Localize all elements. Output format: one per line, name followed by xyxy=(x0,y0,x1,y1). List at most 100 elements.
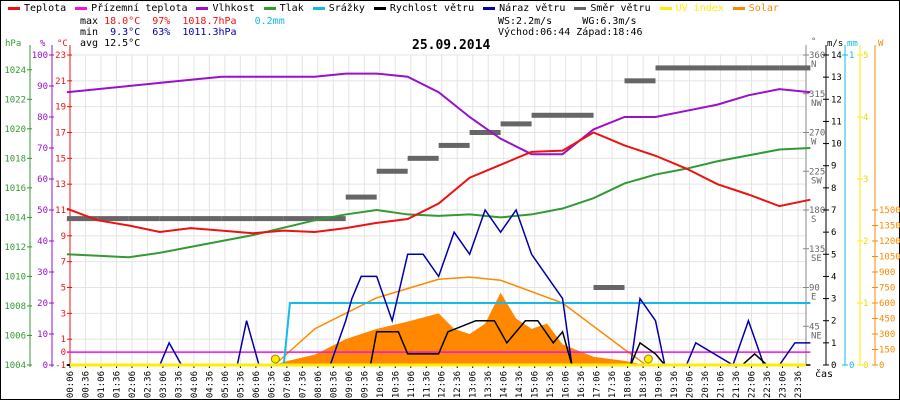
tick-label-pressure_hpa: 1020 xyxy=(4,125,26,135)
tick-label-time: 00:36 xyxy=(81,371,91,398)
unit-w: W xyxy=(878,39,884,49)
tick-label-wind: 10 xyxy=(831,140,842,150)
tick-label-temp_c: 11 xyxy=(55,206,66,216)
avg-temp: 12.5°C xyxy=(104,38,141,49)
series-direction-segment xyxy=(314,216,346,222)
tick-label-pressure_hpa: 1022 xyxy=(4,95,26,105)
tick-label-time: 16:36 xyxy=(577,371,587,398)
tick-label-compass: SW xyxy=(811,176,822,186)
legend-swatch xyxy=(312,6,325,10)
tick-label-rain: 0 xyxy=(849,361,854,371)
max-label: max xyxy=(80,16,99,27)
max-rain: 0.2mm xyxy=(254,16,285,27)
legend-item: Vlhkost xyxy=(196,3,255,14)
unit-hpa: hPa xyxy=(5,39,22,49)
min-temp: 9.3°C xyxy=(110,27,141,38)
tick-label-time: 02:36 xyxy=(143,371,153,398)
tick-label-time: 06:06 xyxy=(252,371,262,398)
tick-label-direction: 45 xyxy=(809,322,820,332)
chart-title: 25.09.2014 xyxy=(412,38,491,53)
tick-label-time: 01:36 xyxy=(112,371,122,398)
tick-label-compass: SE xyxy=(811,254,822,264)
tick-label-time: 20:36 xyxy=(701,371,711,398)
tick-label-wind: 1 xyxy=(831,339,836,349)
tick-label-solar: 300 xyxy=(879,330,895,340)
legend-label: Srážky xyxy=(328,3,365,14)
tick-label-time: 22:36 xyxy=(763,371,773,398)
tick-label-temp_c: 3 xyxy=(61,309,66,319)
tick-label-humidity_pct: 100 xyxy=(32,51,48,61)
tick-label-direction: 315 xyxy=(809,90,825,100)
tick-label-time: 05:06 xyxy=(221,371,231,398)
tick-label-humidity_pct: 20 xyxy=(37,299,48,309)
tick-label-rain: 1 xyxy=(849,51,854,61)
tick-label-time: 23:36 xyxy=(794,371,804,398)
tick-label-temp_c: 15 xyxy=(55,154,66,164)
legend-item: Srážky xyxy=(312,3,365,14)
tick-label-time: 20:06 xyxy=(686,371,696,398)
sunrise-marker xyxy=(270,354,280,364)
tick-label-time: 04:36 xyxy=(205,371,215,398)
tick-label-compass: NW xyxy=(811,99,822,109)
tick-label-pressure_hpa: 1006 xyxy=(4,331,26,341)
tick-label-humidity_pct: 70 xyxy=(37,144,48,154)
tick-label-wind: 2 xyxy=(831,317,836,327)
sunrise-stat: Východ:06:44 xyxy=(498,27,571,38)
series-direction-segment xyxy=(686,65,718,71)
series-direction-segment xyxy=(593,285,625,290)
tick-label-direction: 270 xyxy=(809,129,825,139)
legend-item: Přízemní teplota xyxy=(75,3,187,14)
tick-label-time: 04:06 xyxy=(190,371,200,398)
legend-label: Tlak xyxy=(279,3,304,14)
series-temperature xyxy=(66,131,811,235)
legend: Teplota Přízemní teplota Vlhkost Tlak Srážky… xyxy=(8,3,788,15)
legend-item: Náraz větru xyxy=(483,3,565,14)
tick-label-time: 16:06 xyxy=(562,371,572,398)
series-direction-segment xyxy=(717,65,749,71)
stats-min: min 9.3°C 63% 1011.3hPa xyxy=(80,27,237,38)
tick-label-direction: 225 xyxy=(809,167,825,177)
tick-label-pressure_hpa: 1018 xyxy=(4,154,26,164)
series-humidity xyxy=(66,72,811,156)
tick-label-wind: 4 xyxy=(831,272,836,282)
series-direction-segment xyxy=(469,130,501,135)
stats-wind: WS:2.2m/s WG:6.3m/s xyxy=(498,16,636,27)
tick-label-compass: W xyxy=(811,138,817,148)
tick-label-temp_c: 5 xyxy=(61,284,66,294)
series-direction-segment xyxy=(159,216,191,222)
stats-max: max 18.0°C 97% 1018.7hPa 0.2mm xyxy=(80,16,285,27)
sunset-marker xyxy=(643,354,653,364)
legend-label: Teplota xyxy=(24,3,67,14)
tick-label-temp_c: 21 xyxy=(55,77,66,87)
series-direction-segment xyxy=(97,216,129,222)
min-label: min xyxy=(80,27,99,38)
tick-label-time: 17:06 xyxy=(593,371,603,398)
tick-label-time: 07:06 xyxy=(283,371,293,398)
tick-label-pressure_hpa: 1010 xyxy=(4,272,26,282)
max-temp: 18.0°C xyxy=(104,16,141,27)
series-direction-segment xyxy=(562,112,594,118)
tick-label-humidity_pct: 50 xyxy=(37,206,48,216)
tick-label-time: 10:36 xyxy=(391,371,401,398)
legend-label: Náraz větru xyxy=(499,3,566,14)
tick-label-temp_c: 7 xyxy=(61,258,66,268)
axis-label-time: čas xyxy=(815,368,833,380)
tick-label-time: 13:06 xyxy=(469,371,479,398)
stats-avg: avg 12.5°C xyxy=(80,38,140,49)
tick-label-temp_c: 13 xyxy=(55,180,66,190)
tick-label-time: 11:06 xyxy=(407,371,417,398)
legend-swatch xyxy=(373,6,386,10)
min-humidity: 63% xyxy=(152,27,171,38)
tick-label-wind: 14 xyxy=(831,51,842,61)
wind-speed-stat: WS:2.2m/s xyxy=(498,16,553,27)
tick-label-wind: 0 xyxy=(831,361,836,371)
unit-pct: % xyxy=(40,39,46,49)
legend-swatch xyxy=(263,6,276,10)
tick-label-direction: 180 xyxy=(809,206,825,216)
legend-label: Rychlost větru xyxy=(389,3,475,14)
tick-label-time: 14:06 xyxy=(500,371,510,398)
sunset-stat: Západ:18:46 xyxy=(576,27,643,38)
tick-label-temp_c: 0 xyxy=(61,348,66,358)
tick-label-time: 09:06 xyxy=(345,371,355,398)
tick-label-wind: 12 xyxy=(831,95,842,105)
